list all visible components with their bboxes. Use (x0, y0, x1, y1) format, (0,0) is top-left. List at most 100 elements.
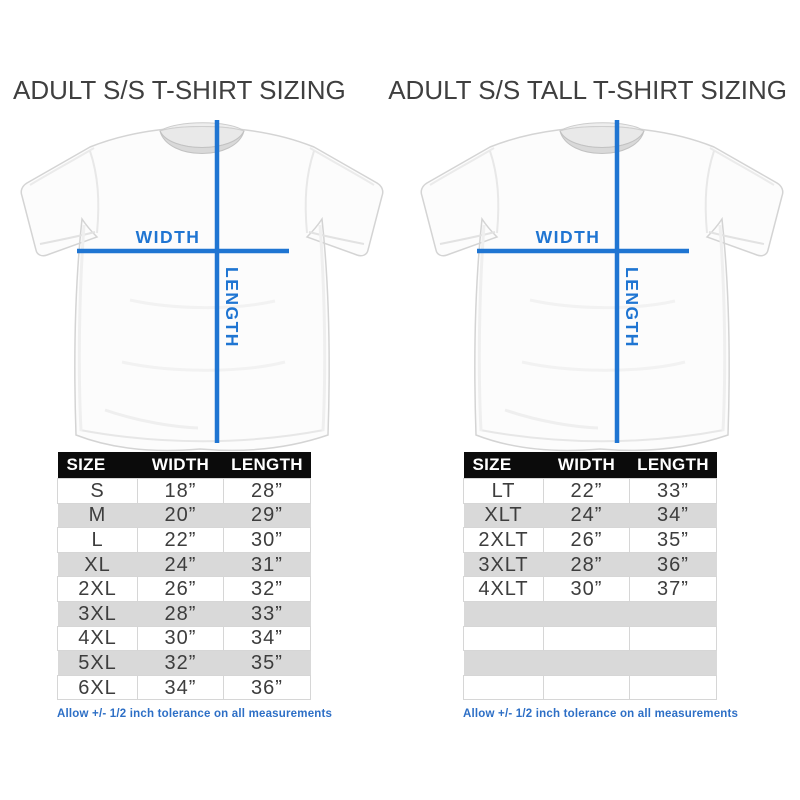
table-cell (630, 651, 717, 676)
page-title-tall: ADULT S/S TALL T-SHIRT SIZING (388, 75, 787, 105)
table-cell: 32” (223, 576, 311, 602)
table-cell: 30” (223, 527, 311, 553)
table-cell: 37” (629, 576, 717, 602)
table-cell: 24” (164, 553, 197, 576)
table-cell: 34” (223, 625, 311, 652)
tshirt-body-shape (20, 126, 384, 452)
column-header-width: WIDTH (137, 452, 224, 479)
table-row: 2XLT 26” 35” (463, 527, 717, 553)
table-cell: L (57, 527, 138, 553)
table-header-row: SIZE WIDTH LENGTH (463, 452, 717, 479)
table-row: L 22” 30” (57, 527, 311, 553)
table-cell: 22” (543, 478, 630, 504)
table-cell: 4XL (57, 625, 138, 652)
table-row: LT 22” 33” (463, 478, 717, 504)
length-label: LENGTH (222, 267, 242, 348)
table-cell: 28” (223, 478, 311, 504)
table-cell: 20” (164, 504, 197, 527)
width-label: WIDTH (136, 227, 201, 247)
width-label: WIDTH (536, 227, 601, 247)
title-row: ADULT S/S T-SHIRT SIZING ADULT S/S TALL … (0, 77, 800, 104)
table-cell (629, 625, 717, 652)
tolerance-footnote: Allow +/- 1/2 inch tolerance on all meas… (463, 708, 739, 720)
table-cell (544, 651, 630, 676)
column-header-length: LENGTH (223, 452, 311, 479)
table-row: XLT 24” 34” (463, 503, 717, 528)
table-row: 3XL 28” 33” (57, 601, 311, 627)
table-cell: 36” (223, 674, 311, 701)
page-title-regular: ADULT S/S T-SHIRT SIZING (13, 75, 346, 105)
table-row: XL 24” 31” (57, 552, 311, 577)
table-cell: 24” (570, 504, 603, 527)
table-cell: XL (84, 553, 111, 576)
table-row: 3XLT 28” 36” (463, 552, 717, 577)
table-cell: 35” (251, 651, 283, 674)
table-cell: XLT (484, 504, 523, 527)
column-header-length: LENGTH (629, 452, 717, 479)
table-cell: 33” (251, 602, 283, 625)
table-cell: 32” (164, 651, 197, 674)
panel-tall-sizing: WIDTH LENGTH SIZE WIDTH LENGTH LT 22” 33” X… (400, 0, 800, 800)
table-row: 5XL 32” 35” (57, 650, 311, 676)
tshirt-shading (429, 147, 775, 443)
table-cell: 35” (629, 527, 717, 553)
table-cell: 31” (251, 553, 283, 576)
size-table-tall: SIZE WIDTH LENGTH LT 22” 33” XLT 24” 34” 2XLT 2… (463, 452, 717, 701)
table-row (463, 674, 717, 701)
table-cell: 4XLT (463, 576, 544, 602)
table-cell (464, 651, 544, 676)
table-cell: 33” (629, 478, 717, 504)
table-row (463, 625, 717, 652)
table-row: M 20” 29” (57, 503, 311, 528)
table-cell (544, 601, 630, 626)
length-label: LENGTH (622, 267, 642, 348)
table-cell: 2XL (57, 576, 138, 602)
table-cell (464, 601, 544, 626)
table-cell: 22” (137, 527, 224, 553)
table-row: 4XL 30” 34” (57, 625, 311, 652)
table-row (463, 650, 717, 676)
table-cell (630, 601, 717, 626)
table-cell: 30” (543, 576, 630, 602)
size-table-regular: SIZE WIDTH LENGTH S 18” 28” M 20” 29” L 22” 30” X… (57, 452, 311, 701)
column-header-size: SIZE (463, 452, 544, 479)
table-cell: 5XL (78, 651, 117, 674)
tshirt-illustration: WIDTH LENGTH (20, 120, 384, 452)
table-cell (463, 674, 544, 701)
table-cell: 36” (657, 553, 689, 576)
table-header-row: SIZE WIDTH LENGTH (57, 452, 311, 479)
table-cell: 6XL (57, 674, 138, 701)
table-cell: 34” (657, 504, 689, 527)
table-cell: 26” (543, 527, 630, 553)
table-cell: 29” (251, 504, 283, 527)
table-cell: 18” (137, 478, 224, 504)
tshirt-collar (159, 122, 245, 154)
table-cell (463, 625, 544, 652)
table-cell: 2XLT (463, 527, 544, 553)
table-cell: 28” (570, 553, 603, 576)
panel-regular-sizing: WIDTH LENGTH SIZE WIDTH LENGTH S 18” 28” M 2… (20, 120, 384, 720)
table-cell: 3XLT (478, 553, 529, 576)
table-cell: 34” (137, 674, 224, 701)
column-header-size: SIZE (57, 452, 138, 479)
table-cell: 30” (137, 625, 224, 652)
column-header-width: WIDTH (543, 452, 630, 479)
tshirt-body-shape (420, 126, 784, 452)
table-cell (543, 674, 630, 701)
table-cell: LT (463, 478, 544, 504)
table-row (463, 601, 717, 627)
table-row: 6XL 34” 36” (57, 674, 311, 701)
table-cell: 26” (137, 576, 224, 602)
table-cell: 3XL (78, 602, 117, 625)
table-row: S 18” 28” (57, 478, 311, 504)
table-cell: M (88, 504, 107, 527)
table-cell: 28” (164, 602, 197, 625)
tolerance-footnote: Allow +/- 1/2 inch tolerance on all meas… (57, 708, 333, 720)
tshirt-collar (559, 122, 645, 154)
table-cell: S (57, 478, 138, 504)
table-cell (543, 625, 630, 652)
table-row: 4XLT 30” 37” (463, 576, 717, 602)
table-row: 2XL 26” 32” (57, 576, 311, 602)
table-cell (629, 674, 717, 701)
